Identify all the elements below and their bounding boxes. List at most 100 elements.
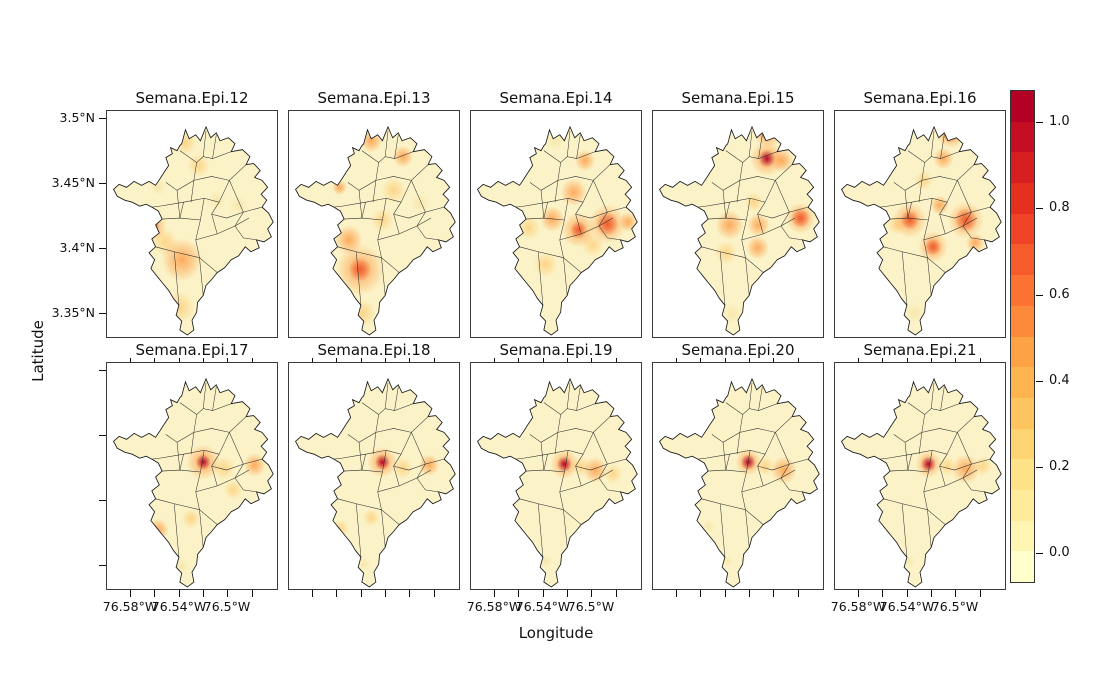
heat-spot <box>392 457 414 479</box>
lon-tick <box>434 590 435 597</box>
facet-panel <box>834 362 1006 590</box>
facet-title: Semana.Epi.21 <box>863 341 977 359</box>
heat-spot <box>349 299 376 328</box>
lon-tick-top <box>543 358 544 362</box>
facet-title: Semana.Epi.12 <box>135 89 249 107</box>
lon-tick-top <box>361 358 362 362</box>
facet-title: Semana.Epi.16 <box>863 89 977 107</box>
lon-tick-top <box>567 358 568 362</box>
heat-spot <box>570 221 587 239</box>
lon-tick <box>591 590 592 597</box>
colorbar-tick <box>1036 295 1043 296</box>
heat-spot <box>381 177 406 204</box>
colorbar-block <box>1011 336 1034 368</box>
colorbar-block <box>1011 551 1034 582</box>
lon-tick-label: 76.58°W <box>830 599 886 614</box>
lat-tick <box>99 435 106 436</box>
heat-spot <box>747 213 770 237</box>
colorbar-tick <box>1036 381 1043 382</box>
lon-tick-top <box>203 358 204 362</box>
heat-spot <box>533 251 558 278</box>
heat-spot <box>207 190 227 211</box>
lon-tick-top <box>336 358 337 362</box>
lon-tick <box>494 590 495 597</box>
facet-title: Semana.Epi.14 <box>499 89 613 107</box>
heat-spot <box>161 237 203 282</box>
colorbar-block <box>1011 459 1034 490</box>
lat-tick <box>99 370 106 371</box>
lat-tick <box>99 183 106 184</box>
facet-panel <box>106 110 278 338</box>
lon-tick <box>227 590 228 597</box>
lon-tick-top <box>955 358 956 362</box>
heat-spot <box>900 210 920 230</box>
colorbar-block <box>1011 183 1034 214</box>
colorbar-block <box>1011 213 1034 245</box>
facet-title: Semana.Epi.19 <box>499 341 613 359</box>
map-svg <box>112 125 274 336</box>
heat-spot <box>905 302 924 323</box>
lon-tick-top <box>518 358 519 362</box>
heat-spot <box>744 192 764 213</box>
heat-spot <box>702 519 716 534</box>
colorbar-tick-label: 0.8 <box>1049 200 1070 215</box>
lon-tick <box>980 590 981 597</box>
heat-spot <box>935 126 966 149</box>
lon-tick-top <box>931 358 932 362</box>
facet-title: Semana.Epi.17 <box>135 341 249 359</box>
map-svg <box>294 377 456 588</box>
facet-panel <box>106 362 278 590</box>
facet-panel <box>652 362 824 590</box>
lon-tick <box>518 590 519 597</box>
lon-tick-top <box>773 358 774 362</box>
lon-tick-label: 76.5°W <box>567 599 615 614</box>
heat-spot <box>758 149 776 168</box>
facet-panel <box>834 110 1006 338</box>
heat-spot <box>924 237 942 256</box>
map-svg <box>840 125 1002 336</box>
facet-title: Semana.Epi.15 <box>681 89 795 107</box>
lon-tick-label: 76.54°W <box>879 599 935 614</box>
colorbar-block <box>1011 489 1034 521</box>
heat-spot <box>195 454 211 471</box>
lon-tick-top <box>749 358 750 362</box>
lon-tick-top <box>858 358 859 362</box>
heat-spot <box>556 456 572 473</box>
colorbar <box>1010 90 1035 583</box>
colorbar-tick-label: 0.6 <box>1049 287 1070 302</box>
lon-tick-top <box>591 358 592 362</box>
lon-tick <box>616 590 617 597</box>
heat-spot <box>181 508 201 529</box>
lat-tick-label: 3.5°N <box>59 110 95 125</box>
colorbar-tick-label: 0.4 <box>1049 373 1070 388</box>
lon-tick-top <box>130 358 131 362</box>
colorbar-block <box>1011 121 1034 153</box>
lat-tick <box>99 500 106 501</box>
x-axis-title: Longitude <box>518 624 594 642</box>
heat-spot <box>223 479 243 500</box>
heat-spot <box>362 508 380 527</box>
heat-spot <box>933 147 954 170</box>
facet-panel <box>288 362 460 590</box>
lon-tick <box>858 590 859 597</box>
lon-tick <box>385 590 386 597</box>
lon-tick <box>203 590 204 597</box>
lat-tick-label: 3.45°N <box>51 175 95 190</box>
map-svg <box>476 125 638 336</box>
lon-tick <box>882 590 883 597</box>
facet-title: Semana.Epi.13 <box>317 89 431 107</box>
colorbar-block <box>1011 91 1034 122</box>
heat-spot <box>331 179 347 196</box>
lon-tick-top <box>227 358 228 362</box>
lon-tick-top <box>616 358 617 362</box>
colorbar-block <box>1011 520 1034 552</box>
heat-spot <box>920 456 936 473</box>
lon-tick-top <box>907 358 908 362</box>
y-axis-title: Latitude <box>29 320 47 382</box>
lat-tick-label: 3.35°N <box>51 305 95 320</box>
colorbar-block <box>1011 305 1034 337</box>
heat-spot <box>545 130 565 151</box>
heat-spot <box>770 456 797 484</box>
heat-spot <box>596 212 619 236</box>
facet-panel <box>288 110 460 338</box>
